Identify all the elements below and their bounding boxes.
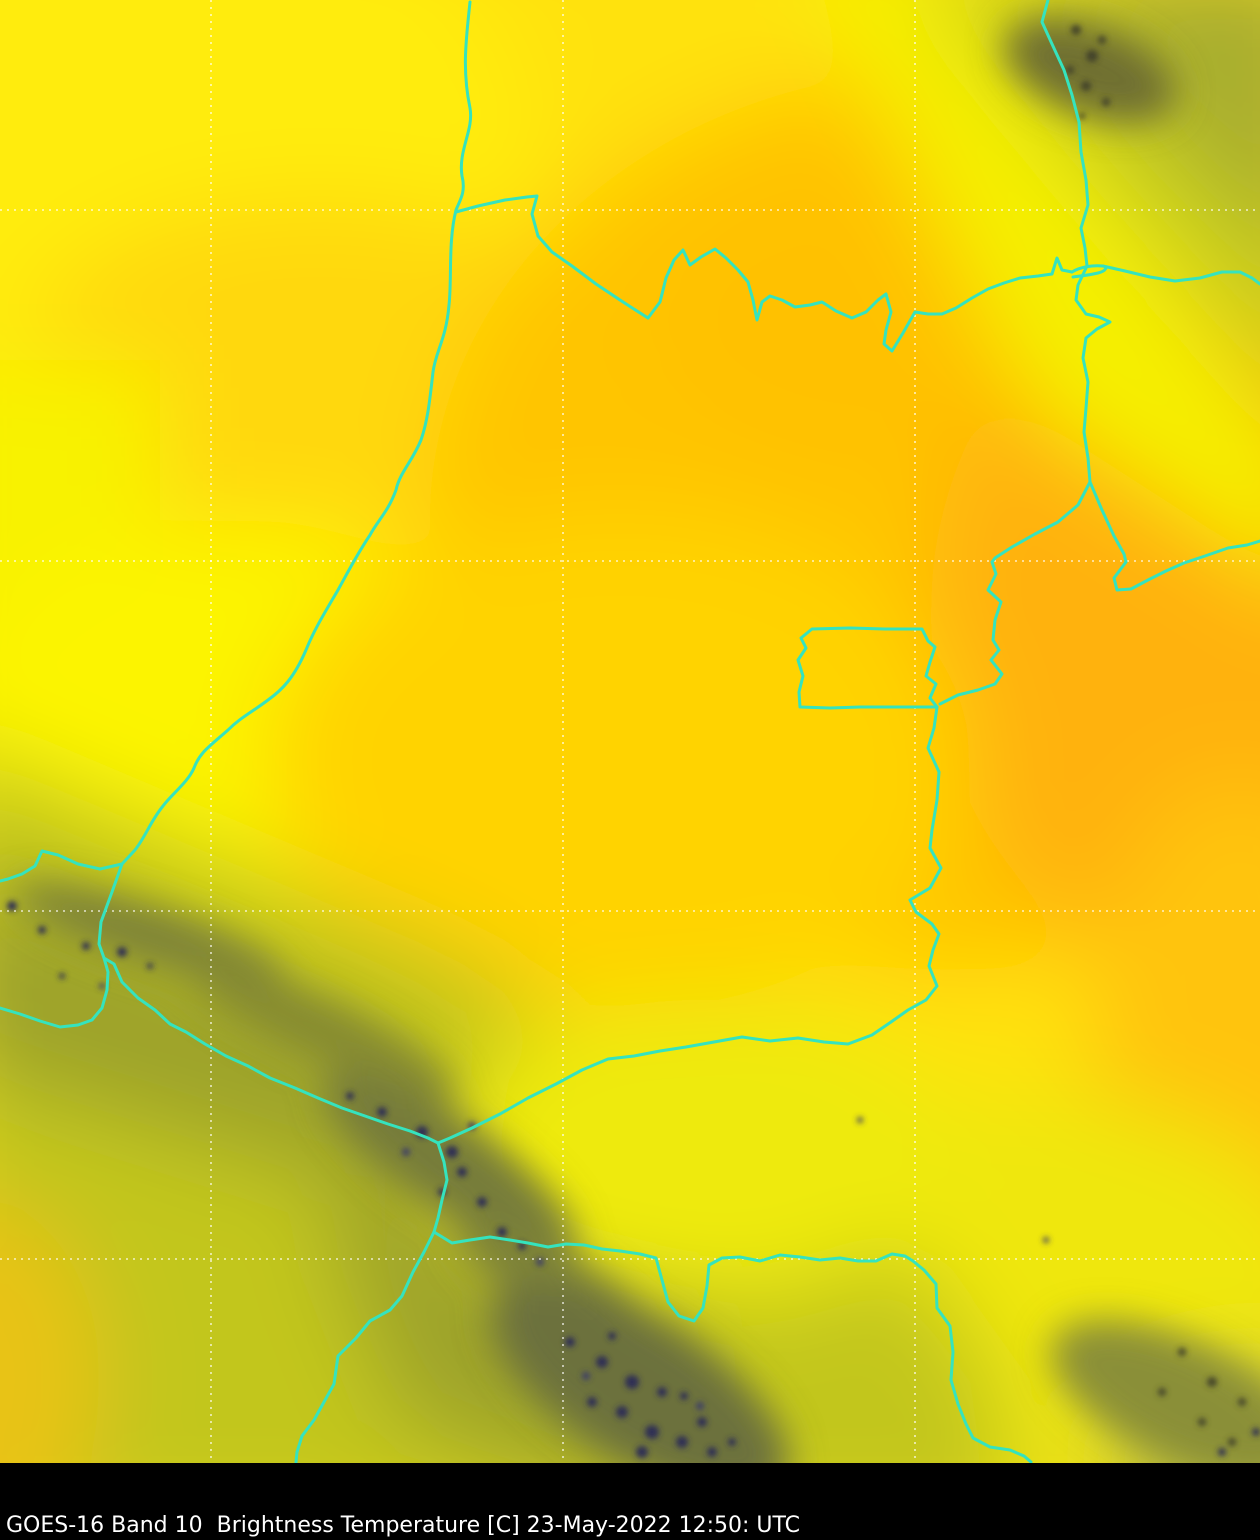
state-border-path-south-river: [432, 1230, 915, 1323]
caption-text: GOES-16 Band 10 Brightness Temperature […: [6, 1513, 801, 1538]
state-border-path-left-polygon: [0, 849, 124, 1029]
cold-cloud-streaks-layer: [16, 17, 1260, 1463]
satellite-map-image: [0, 0, 1260, 1463]
state-border-path-northwest-diagonal: [97, 862, 449, 1234]
state-border-path-south-and-west-run: [436, 705, 943, 1145]
state-border-path-southeast-descent: [911, 1259, 1033, 1463]
grid-lines: [0, 0, 1260, 1463]
temperature-field-layer: [0, 0, 1260, 1463]
state-border-path-central-zigzag: [646, 247, 1074, 353]
state-border-path-west: [120, 0, 473, 866]
caption-bar: GOES-16 Band 10 Brightness Temperature […: [0, 1463, 1260, 1540]
state-border-lines: [0, 0, 1260, 1463]
state-border-path-beak: [454, 194, 650, 320]
state-border-path-south-branch: [294, 1230, 436, 1463]
state-border-path-hairpin: [1088, 480, 1260, 592]
state-border-path-east: [938, 0, 1112, 706]
